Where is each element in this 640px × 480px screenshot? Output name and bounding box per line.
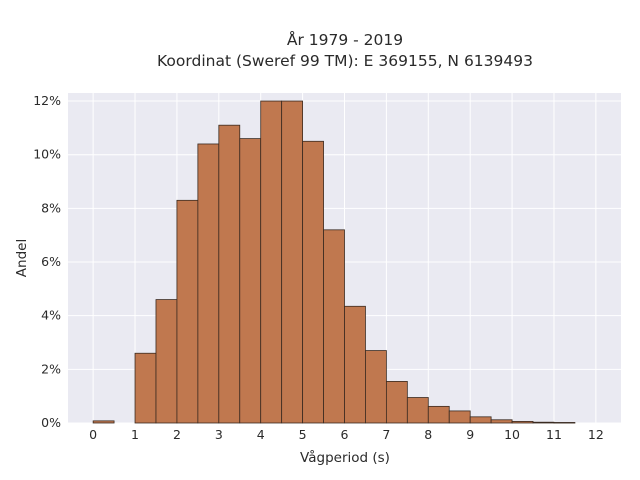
y-tick-label: 2% [41, 361, 61, 376]
histogram-bar [281, 100, 304, 424]
histogram-bar [155, 299, 178, 424]
y-tick-label: 8% [41, 200, 61, 215]
x-tick-label: 10 [504, 427, 520, 442]
x-tick-labels: 0 1 2 3 4 5 6 7 8 9 10 11 12 [89, 427, 604, 442]
histogram-bar [532, 421, 555, 424]
x-tick-label: 0 [89, 427, 97, 442]
histogram-bar [302, 140, 324, 424]
histogram-bar [344, 305, 366, 424]
bars [92, 100, 576, 424]
histogram-bar [323, 229, 345, 424]
histogram-bar [553, 422, 576, 424]
histogram-bar [490, 419, 513, 424]
x-tick-label: 3 [215, 427, 223, 442]
y-tick-label: 12% [33, 93, 61, 108]
x-tick-label: 6 [341, 427, 349, 442]
y-tick-label: 0% [41, 415, 61, 430]
y-tick-label: 6% [41, 254, 61, 269]
histogram-bar [469, 416, 492, 424]
x-tick-label: 2 [173, 427, 181, 442]
x-tick-label: 11 [546, 427, 562, 442]
chart-title-line-1: År 1979 - 2019 [287, 30, 403, 49]
chart-title: År 1979 - 2019 Koordinat (Sweref 99 TM):… [157, 30, 533, 70]
histogram-bar [218, 124, 241, 424]
histogram-bar [448, 410, 471, 424]
x-tick-label: 4 [257, 427, 265, 442]
chart-title-line-2: Koordinat (Sweref 99 TM): E 369155, N 61… [157, 52, 533, 70]
y-axis-label: Andel [14, 239, 30, 277]
x-tick-label: 12 [588, 427, 604, 442]
y-tick-label: 10% [33, 147, 61, 162]
histogram-bar [197, 143, 220, 424]
y-tick-label: 4% [41, 308, 61, 323]
x-tick-label: 9 [466, 427, 474, 442]
x-axis-label: Vågperiod (s) [300, 449, 390, 466]
x-tick-label: 1 [131, 427, 139, 442]
y-tick-labels: 0% 2% 4% 6% 8% 10% 12% [33, 93, 61, 430]
histogram-bar [239, 138, 262, 424]
histogram-bar [365, 350, 387, 424]
histogram-bar [427, 405, 450, 424]
histogram-bar [134, 352, 157, 424]
histogram-bar [260, 100, 283, 424]
histogram-bar [92, 420, 115, 424]
histogram-bar [406, 397, 429, 424]
x-tick-label: 8 [424, 427, 432, 442]
histogram-bar [511, 420, 534, 424]
x-tick-label: 7 [382, 427, 390, 442]
x-tick-label: 5 [299, 427, 307, 442]
histogram-bar [176, 199, 199, 424]
histogram-bar [385, 381, 408, 424]
